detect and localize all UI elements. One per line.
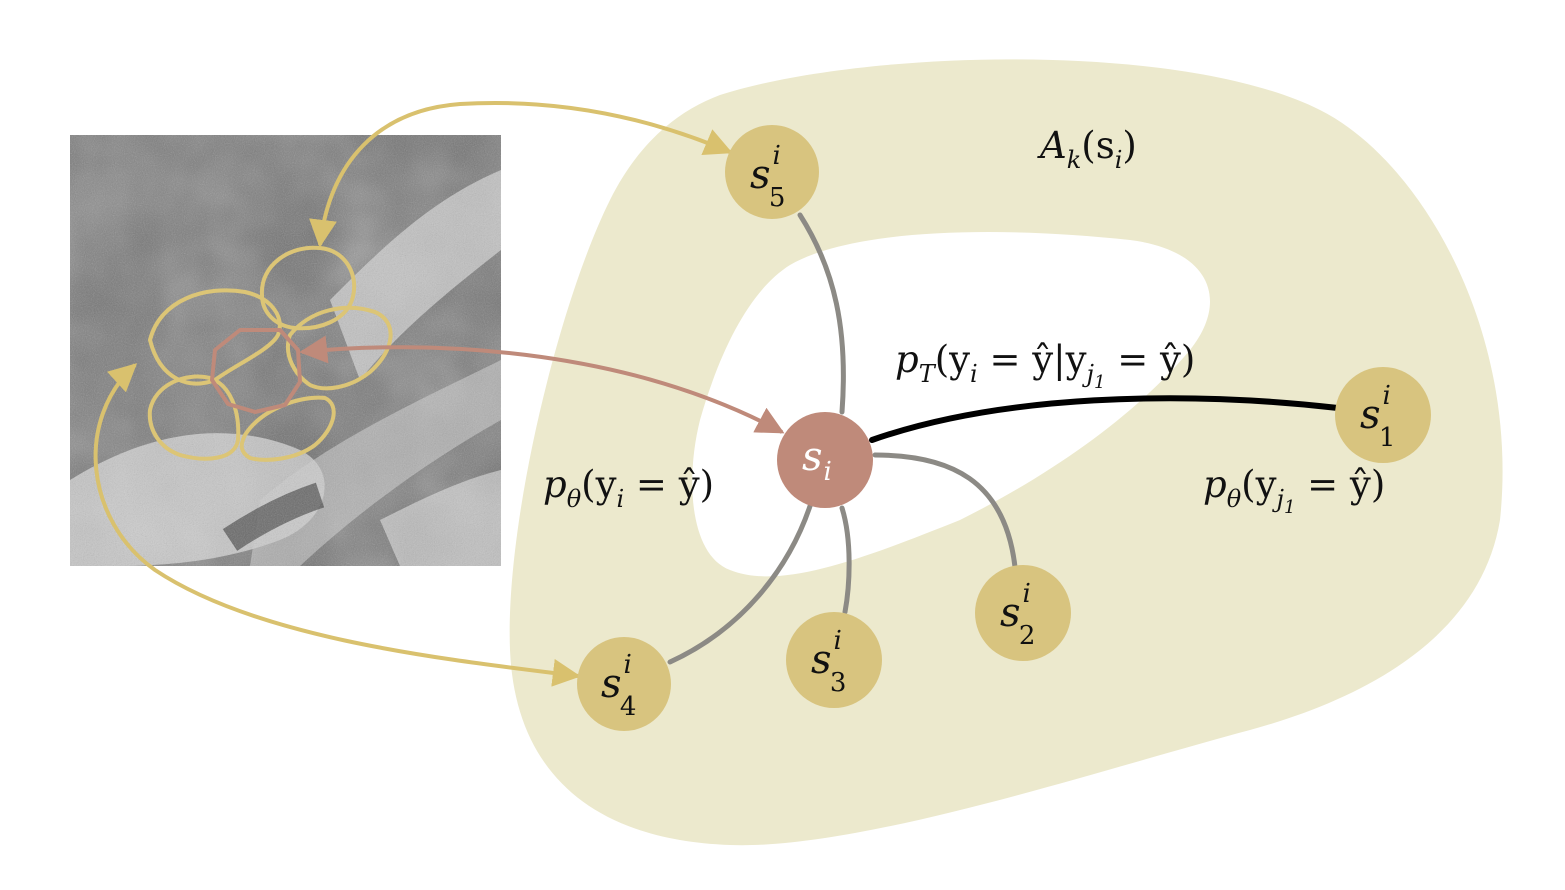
neighbor-nodes: si 5 si 1 si 2 si 3 si 4 [577, 125, 1431, 731]
graph-edges [667, 212, 1341, 665]
neighbor-probability: pθ(yj1 = ŷ) [1203, 463, 1385, 518]
arrow-image-s4 [93, 363, 581, 687]
center-node-sub: i [824, 457, 832, 487]
node-s1-sub: 1 [1379, 423, 1396, 453]
node-s1-sup: i [1383, 381, 1391, 411]
svg-text:si5: si 5 [750, 141, 785, 213]
svg-text:si: si [802, 434, 832, 487]
correspondence-arrows [93, 100, 785, 687]
node-s5-sub: 5 [769, 183, 786, 213]
node-s1-base: s [1360, 392, 1381, 438]
edge-center-s5 [797, 212, 846, 415]
node-s5-sup: i [773, 141, 781, 171]
transition-formula: pT(yi = ŷ|yj1 = ŷ) [895, 338, 1195, 393]
region-label: Ak(si) [1037, 124, 1137, 174]
svg-text:si1: si 1 [1360, 381, 1395, 453]
node-s4[interactable]: si 4 [577, 637, 671, 731]
node-s2[interactable]: si 2 [975, 565, 1071, 661]
center-node-base: s [802, 434, 823, 480]
edge-center-s4 [667, 497, 815, 665]
grayscale-image [70, 135, 501, 566]
neighbor-contour-top [259, 245, 357, 331]
svg-text:si3: si 3 [811, 626, 846, 698]
edge-center-s3 [839, 505, 852, 615]
center-node[interactable]: si [777, 412, 873, 508]
node-s1[interactable]: si 1 [1335, 367, 1431, 463]
edge-center-s1 [869, 395, 1341, 443]
node-s3-sub: 3 [830, 668, 847, 698]
node-s4-sub: 4 [620, 692, 637, 722]
node-s2-sub: 2 [1019, 621, 1036, 651]
svg-text:si4: si 4 [601, 650, 636, 722]
neighborhood-region [509, 59, 1503, 846]
node-s2-base: s [1000, 590, 1021, 636]
node-s4-base: s [601, 661, 622, 707]
node-s4-sup: i [624, 650, 632, 680]
node-s3[interactable]: si 3 [786, 612, 882, 708]
node-s3-base: s [811, 637, 832, 683]
edge-center-s2 [872, 452, 1018, 570]
node-s2-sup: i [1023, 579, 1031, 609]
center-probability: pθ(yi = ŷ) [543, 463, 714, 513]
node-s5[interactable]: si 5 [725, 125, 819, 219]
svg-text:si2: si 2 [1000, 579, 1035, 651]
arrow-image-s5 [309, 100, 733, 248]
node-s3-sup: i [834, 626, 842, 656]
node-s5-base: s [750, 152, 771, 198]
arrow-image-center [299, 335, 785, 434]
